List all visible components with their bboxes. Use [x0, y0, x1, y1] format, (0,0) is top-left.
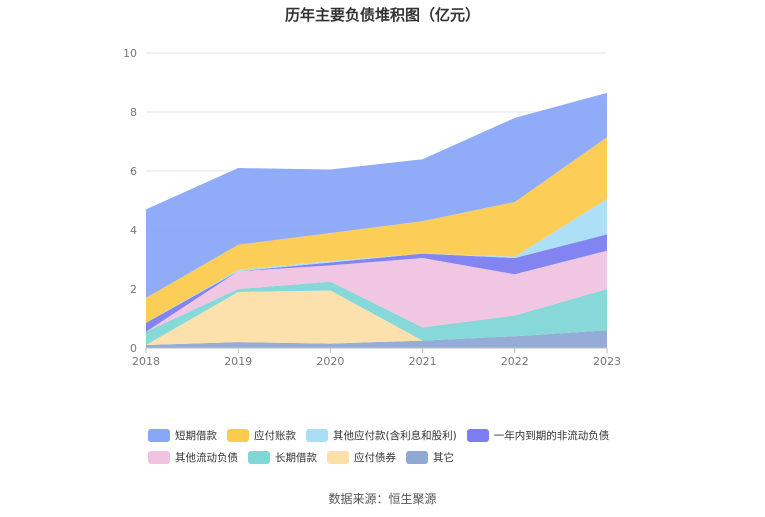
y-tick-label: 8 [130, 106, 137, 119]
chart-plot: 0 2 4 6 8 10 2018 2019 2020 2021 2022 2023 [123, 47, 621, 368]
legend-swatch [227, 428, 249, 442]
legend-label: 应付债券 [354, 451, 396, 464]
x-tick-label: 2019 [224, 355, 252, 368]
axis-layer: 0 2 4 6 8 10 2018 2019 2020 2021 2022 2023 [123, 47, 621, 368]
legend-label: 其它 [433, 451, 454, 464]
area-series-其他流动负债[interactable] [146, 250, 607, 332]
legend-label: 其他应付款(含利息和股利) [333, 429, 457, 442]
area-series-应付账款[interactable] [146, 137, 607, 323]
legend-row-2: 其他流动负债 长期借款 应付债券 其它 [148, 446, 648, 468]
legend-item[interactable]: 其他应付款(含利息和股利) [306, 428, 457, 443]
legend-label: 短期借款 [175, 429, 217, 442]
area-layer [146, 92, 607, 348]
y-tick-label: 0 [130, 342, 137, 355]
legend: 短期借款 应付账款 其他应付款(含利息和股利) 一年内到期的非流动负债 其他流动负债 长… [148, 424, 648, 468]
legend-item[interactable]: 其它 [406, 450, 454, 465]
x-tick-label: 2022 [501, 355, 529, 368]
x-tick-label: 2018 [132, 355, 160, 368]
chart-title: 历年主要负债堆积图（亿元） [284, 6, 480, 24]
legend-label: 应付账款 [254, 429, 296, 442]
legend-label: 一年内到期的非流动负债 [493, 429, 610, 442]
area-series-一年内到期的非流动负债[interactable] [146, 234, 607, 332]
area-series-其它[interactable] [146, 330, 607, 348]
legend-swatch [148, 428, 170, 442]
legend-item[interactable]: 一年内到期的非流动负债 [466, 428, 610, 443]
legend-item[interactable]: 短期借款 [148, 428, 217, 443]
legend-item[interactable]: 应付账款 [227, 428, 296, 443]
legend-swatch [466, 428, 489, 442]
x-tick-label: 2021 [409, 355, 437, 368]
legend-swatch [148, 450, 170, 464]
legend-label: 长期借款 [275, 451, 317, 464]
data-source: 数据来源：恒生聚源 [328, 492, 437, 506]
legend-swatch [306, 428, 328, 442]
legend-item[interactable]: 长期借款 [248, 450, 317, 465]
y-tick-label: 6 [130, 165, 137, 178]
legend-label: 其他流动负债 [175, 451, 238, 464]
legend-swatch [406, 450, 428, 464]
area-series-应付债券[interactable] [146, 290, 607, 346]
legend-row-1: 短期借款 应付账款 其他应付款(含利息和股利) 一年内到期的非流动负债 [148, 424, 648, 446]
legend-item[interactable]: 其他流动负债 [148, 450, 238, 465]
y-tick-label: 10 [123, 47, 137, 60]
area-series-长期借款[interactable] [146, 281, 607, 346]
legend-swatch [327, 450, 349, 464]
area-series-短期借款[interactable] [146, 92, 607, 298]
x-tick-label: 2023 [593, 355, 621, 368]
y-tick-label: 2 [130, 283, 137, 296]
x-tick-label: 2020 [316, 355, 344, 368]
legend-item[interactable]: 应付债券 [327, 450, 396, 465]
legend-swatch [248, 450, 270, 464]
y-tick-label: 4 [130, 224, 137, 237]
